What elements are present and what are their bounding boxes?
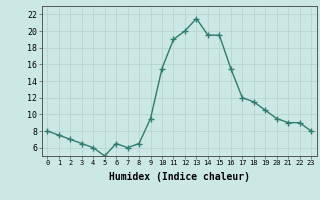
X-axis label: Humidex (Indice chaleur): Humidex (Indice chaleur) [109,172,250,182]
